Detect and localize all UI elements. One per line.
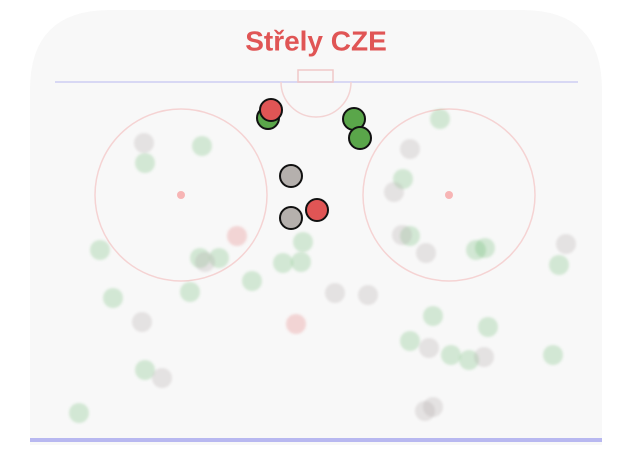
shot (392, 225, 412, 245)
shot (242, 271, 262, 291)
shot (135, 360, 155, 380)
faceoff-circle (362, 108, 536, 282)
shot (543, 345, 563, 365)
faceoff-circle (94, 108, 268, 282)
rink (30, 10, 602, 445)
shot (180, 282, 200, 302)
faceoff-dot (177, 191, 185, 199)
shot (478, 317, 498, 337)
shot (549, 255, 569, 275)
shot (152, 368, 172, 388)
shot (69, 403, 89, 423)
shot (273, 253, 293, 273)
shot (400, 139, 420, 159)
shot (132, 312, 152, 332)
shot (195, 252, 215, 272)
shot (348, 126, 372, 150)
shot (400, 331, 420, 351)
shot (293, 232, 313, 252)
shot (474, 347, 494, 367)
shot (325, 283, 345, 303)
shot (279, 164, 303, 188)
shot (134, 133, 154, 153)
shot (90, 240, 110, 260)
shot (291, 252, 311, 272)
shot (423, 397, 443, 417)
shot (135, 153, 155, 173)
shot (279, 206, 303, 230)
shot (475, 238, 495, 258)
chart-title: Střely CZE (245, 25, 387, 56)
shot (227, 226, 247, 246)
shot (192, 136, 212, 156)
shot (556, 234, 576, 254)
shot (459, 350, 479, 370)
shot (305, 198, 329, 222)
shot (441, 345, 461, 365)
crease (280, 81, 352, 118)
shot (416, 243, 436, 263)
shot (419, 338, 439, 358)
shot (423, 306, 443, 326)
shot (286, 314, 306, 334)
goal (297, 69, 334, 83)
faceoff-dot (445, 191, 453, 199)
shot (358, 285, 378, 305)
shot (259, 98, 283, 122)
shot (384, 182, 404, 202)
shot (430, 109, 450, 129)
shot (103, 288, 123, 308)
